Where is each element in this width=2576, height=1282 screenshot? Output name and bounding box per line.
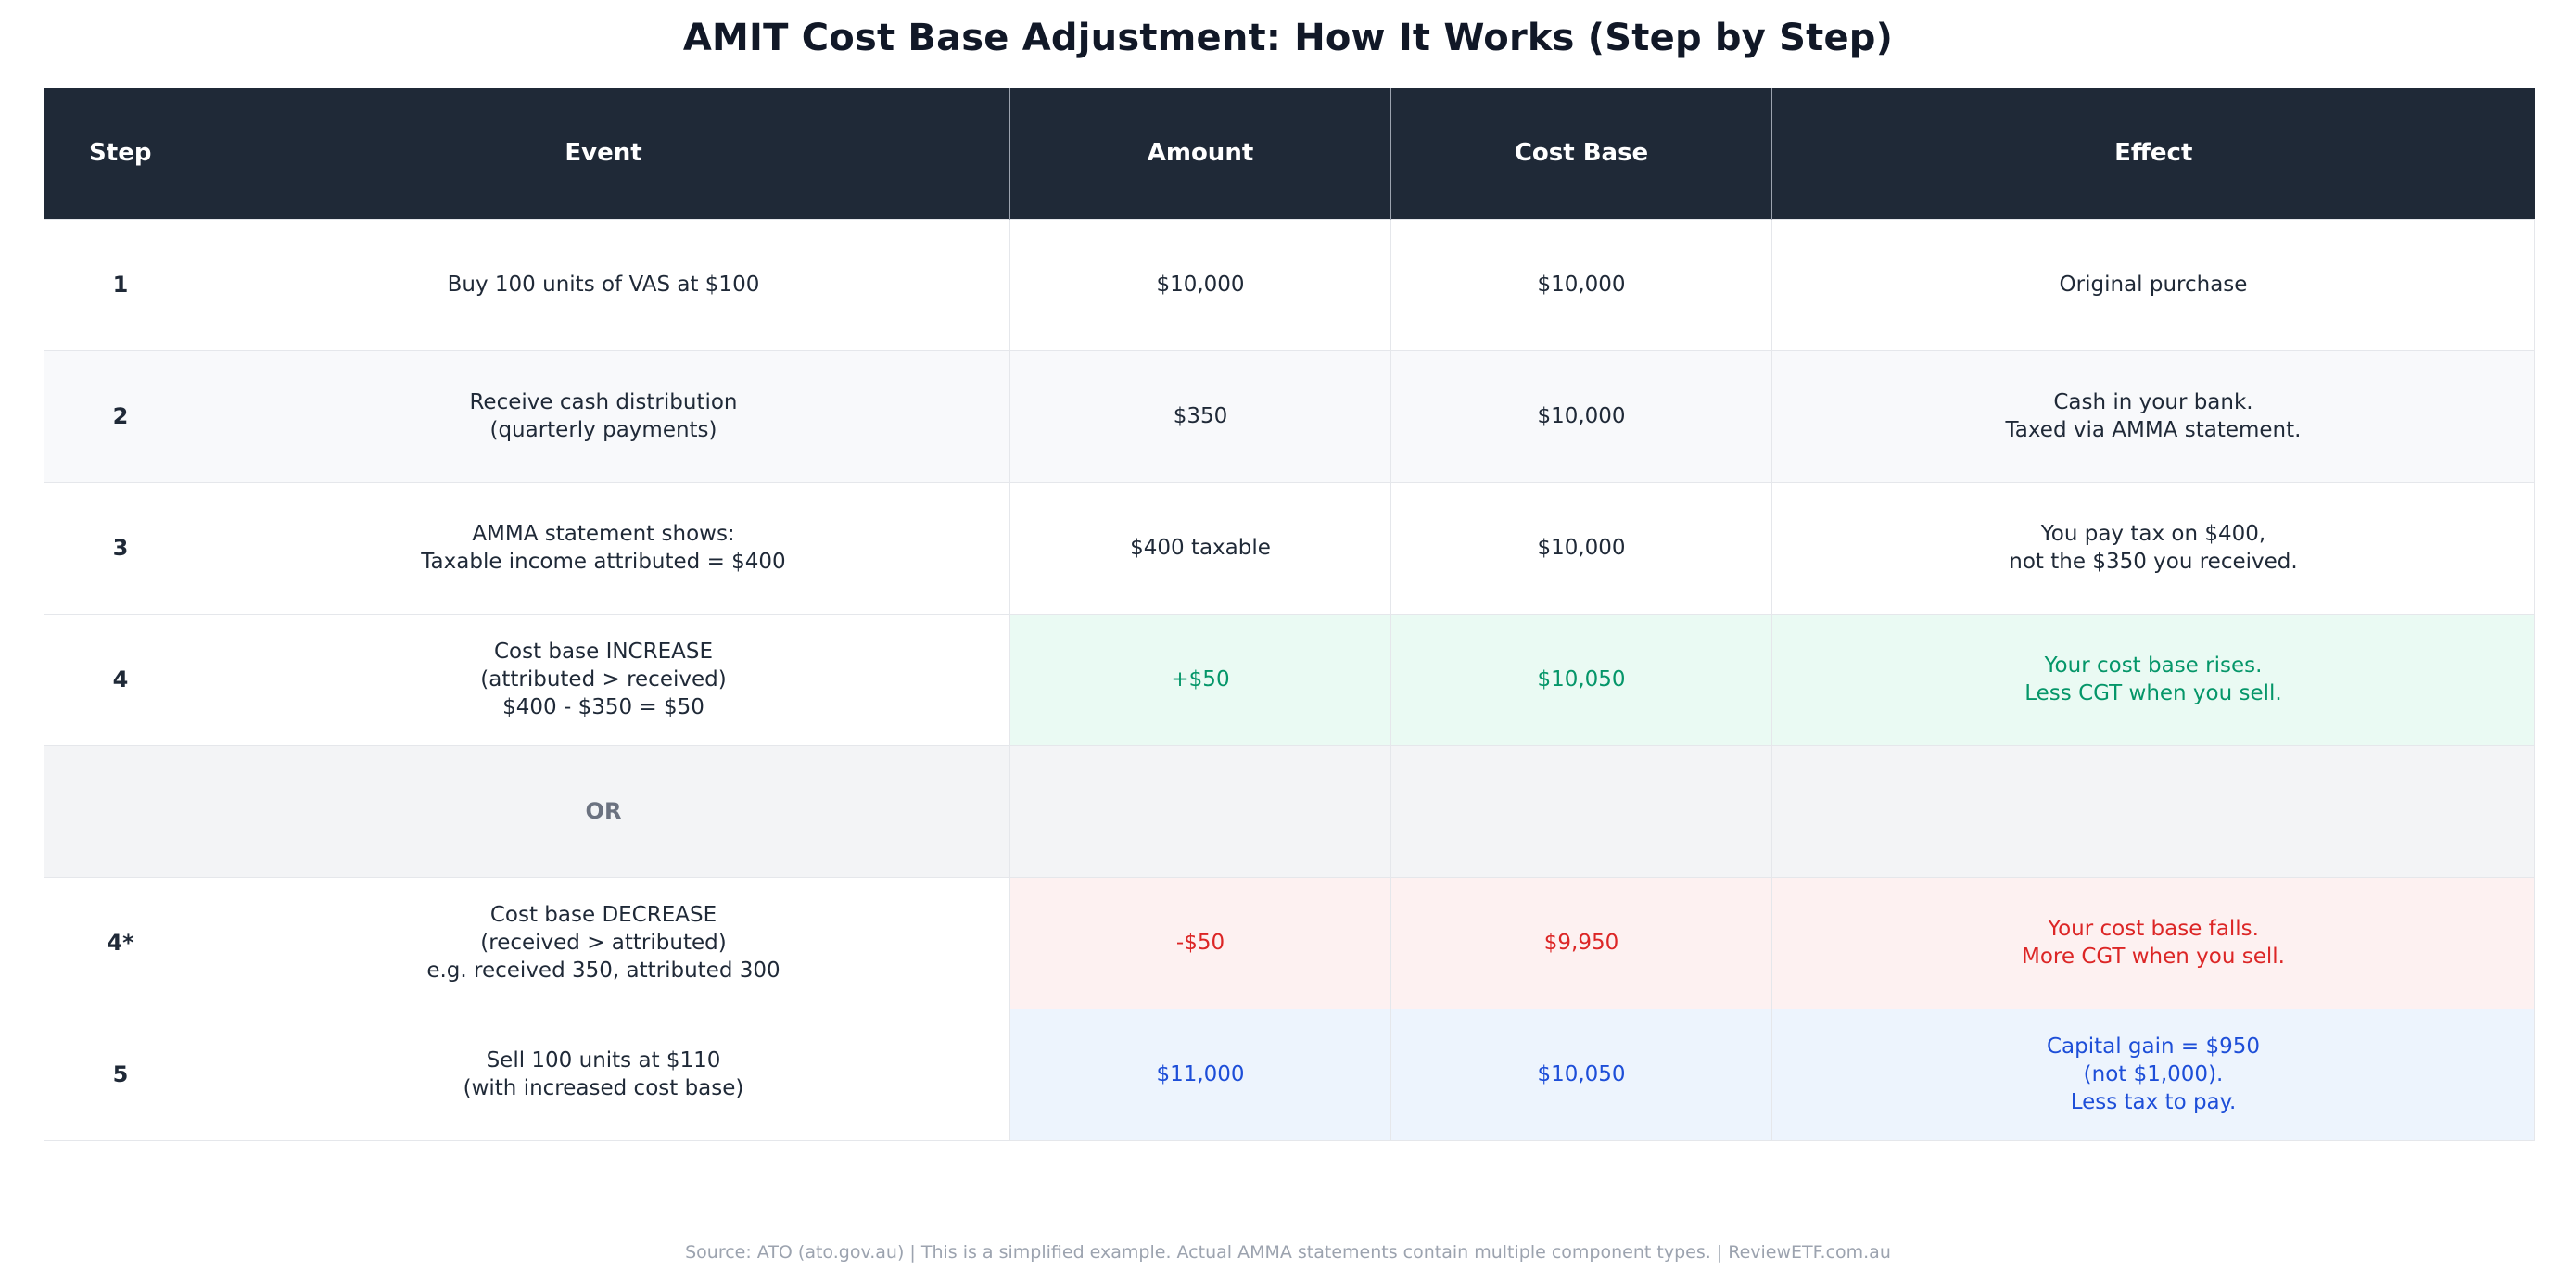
step-cell: 4	[44, 613, 197, 746]
step-cell	[44, 744, 197, 878]
effect-cell: Capital gain = $950 (not $1,000). Less t…	[1771, 1008, 2535, 1141]
event-cell: Cost base INCREASE (attributed > receive…	[197, 613, 1010, 746]
effect-cell: Your cost base rises. Less CGT when you …	[1771, 613, 2535, 746]
cost-base-cell: $10,000	[1390, 349, 1772, 483]
table-row: 2 Receive cash distribution (quarterly p…	[44, 349, 2535, 483]
amount-cell: $10,000	[1009, 218, 1391, 351]
cost-base-cell: $10,000	[1390, 218, 1772, 351]
step-cell: 5	[44, 1008, 197, 1141]
effect-cell: Cash in your bank. Taxed via AMMA statem…	[1771, 349, 2535, 483]
table-row: 5 Sell 100 units at $110 (with increased…	[44, 1008, 2535, 1141]
event-cell: Sell 100 units at $110 (with increased c…	[197, 1008, 1010, 1141]
header-row: Step Event Amount Cost Base Effect	[44, 88, 2535, 219]
amount-cell	[1009, 744, 1391, 878]
step-cell: 2	[44, 349, 197, 483]
amount-cell: -$50	[1009, 876, 1391, 1009]
event-cell: Receive cash distribution (quarterly pay…	[197, 349, 1010, 483]
step-cell: 3	[44, 481, 197, 615]
table-row: 4* Cost base DECREASE (received > attrib…	[44, 876, 2535, 1009]
step-cell: 1	[44, 218, 197, 351]
column-header-amount: Amount	[1009, 88, 1391, 219]
event-cell: Cost base DECREASE (received > attribute…	[197, 876, 1010, 1009]
cost-base-cell: $10,000	[1390, 481, 1772, 615]
table-row: 3 AMMA statement shows: Taxable income a…	[44, 481, 2535, 615]
cost-base-table: Step Event Amount Cost Base Effect 1 Buy…	[44, 88, 2535, 1141]
effect-cell: You pay tax on $400, not the $350 you re…	[1771, 481, 2535, 615]
chart-title: AMIT Cost Base Adjustment: How It Works …	[682, 17, 1894, 59]
cost-base-cell	[1390, 744, 1772, 878]
effect-cell	[1771, 744, 2535, 878]
column-header-cost-base: Cost Base	[1390, 88, 1772, 219]
table-row: 1 Buy 100 units of VAS at $100 $10,000 $…	[44, 218, 2535, 351]
amount-cell: $350	[1009, 349, 1391, 483]
cost-base-cell: $9,950	[1390, 876, 1772, 1009]
table-row: 4 Cost base INCREASE (attributed > recei…	[44, 613, 2535, 746]
column-header-step: Step	[44, 88, 197, 219]
source-note: Source: ATO (ato.gov.au) | This is a sim…	[685, 1242, 1891, 1263]
cost-base-cell: $10,050	[1390, 1008, 1772, 1141]
amount-cell: $400 taxable	[1009, 481, 1391, 615]
amount-cell: $11,000	[1009, 1008, 1391, 1141]
event-cell: AMMA statement shows: Taxable income att…	[197, 481, 1010, 615]
amount-cell: +$50	[1009, 613, 1391, 746]
or-label: OR	[197, 744, 1010, 878]
step-cell: 4*	[44, 876, 197, 1009]
table-row-separator: OR	[44, 744, 2535, 878]
column-header-event: Event	[197, 88, 1010, 219]
effect-cell: Original purchase	[1771, 218, 2535, 351]
column-header-effect: Effect	[1771, 88, 2535, 219]
cost-base-cell: $10,050	[1390, 613, 1772, 746]
effect-cell: Your cost base falls. More CGT when you …	[1771, 876, 2535, 1009]
event-cell: Buy 100 units of VAS at $100	[197, 218, 1010, 351]
